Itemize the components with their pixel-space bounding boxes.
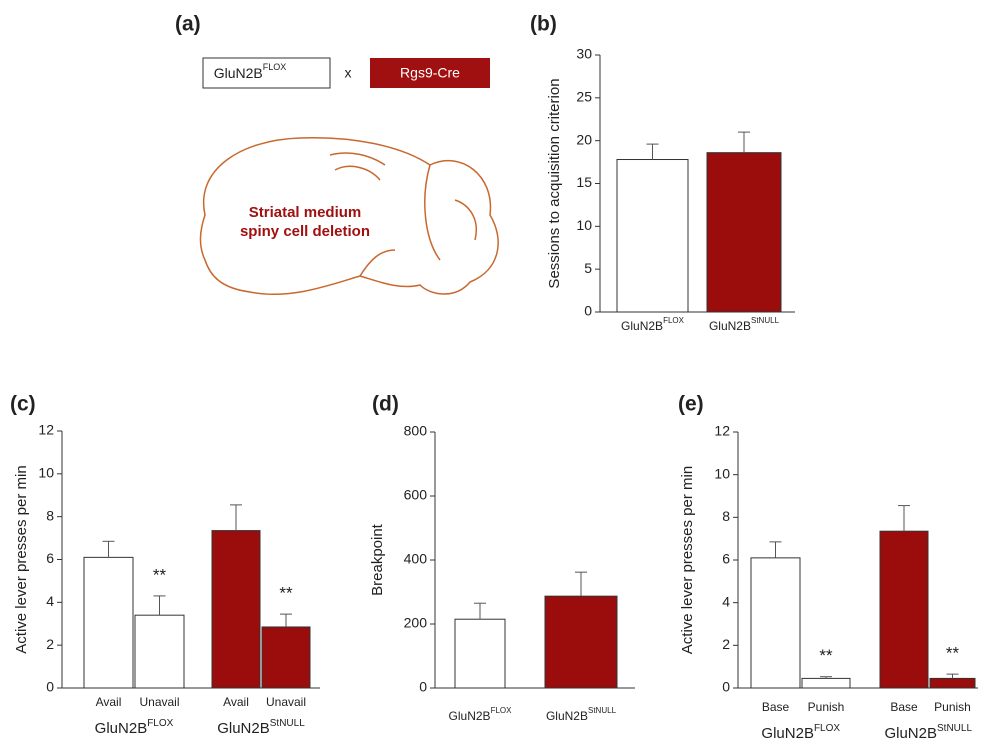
bar bbox=[545, 596, 617, 688]
x-tick-label: GluN2BStNULL bbox=[884, 723, 972, 742]
x-tick-label: GluN2B bbox=[621, 319, 663, 333]
box-text: GluN2B bbox=[214, 65, 263, 81]
y-tick-label: 30 bbox=[576, 46, 592, 62]
cross: x bbox=[345, 65, 352, 81]
x-tick-label: GluN2B bbox=[95, 720, 148, 737]
bar bbox=[84, 557, 133, 688]
superscript: StNULL bbox=[270, 718, 305, 729]
superscript: StNULL bbox=[751, 316, 780, 325]
y-tick-label: 4 bbox=[722, 593, 730, 609]
y-tick-label: 2 bbox=[46, 636, 54, 652]
figure: (a) GluN2BFLOX x Rgs9-Cre Striatal mediu… bbox=[0, 0, 985, 749]
bar bbox=[135, 615, 184, 688]
x-tick-label: Base bbox=[762, 700, 790, 714]
x-tick-label: Avail bbox=[96, 695, 122, 709]
y-tick-label: 0 bbox=[584, 303, 592, 319]
bar bbox=[930, 678, 975, 688]
bar bbox=[262, 627, 310, 688]
x-tick-label: GluN2B bbox=[217, 720, 270, 737]
x-tick-label: GluN2B bbox=[761, 725, 814, 742]
x-tick-label: Base bbox=[890, 700, 918, 714]
x-tick-label: GluN2BFLOX bbox=[95, 718, 174, 737]
annotation: ** bbox=[819, 646, 833, 665]
panel-label: (a) bbox=[175, 13, 201, 36]
y-tick-label: 12 bbox=[714, 423, 730, 439]
x-tick-label: GluN2B bbox=[884, 725, 937, 742]
page: {"diagram": {"panel": "(a)", "box1": {"t… bbox=[0, 0, 985, 749]
x-tick-label: GluN2BStNULL bbox=[217, 718, 305, 737]
y-tick-label: 600 bbox=[404, 487, 428, 503]
superscript: StNULL bbox=[937, 723, 972, 734]
bar bbox=[751, 558, 800, 688]
x-tick-label: Punish bbox=[934, 700, 971, 714]
y-tick-label: 20 bbox=[576, 131, 592, 147]
bar bbox=[880, 531, 928, 688]
y-tick-label: 4 bbox=[46, 593, 54, 609]
superscript: FLOX bbox=[147, 718, 173, 729]
y-tick-label: 400 bbox=[404, 551, 428, 567]
y-tick-label: 25 bbox=[576, 89, 592, 105]
superscript: FLOX bbox=[814, 723, 840, 734]
y-axis-label: Active lever presses per min bbox=[679, 466, 696, 654]
annotation: ** bbox=[153, 565, 167, 584]
panel-label: (e) bbox=[678, 393, 704, 416]
y-tick-label: 0 bbox=[722, 679, 730, 695]
superscript: FLOX bbox=[263, 62, 287, 72]
y-axis-label: Active lever presses per min bbox=[13, 465, 30, 653]
y-tick-label: 10 bbox=[38, 465, 54, 481]
bar bbox=[455, 619, 505, 688]
x-tick-label: Avail bbox=[223, 695, 249, 709]
bar bbox=[707, 153, 781, 312]
x-tick-label: Punish bbox=[808, 700, 845, 714]
caption: spiny cell deletion bbox=[240, 223, 370, 240]
superscript: FLOX bbox=[491, 706, 513, 715]
superscript: FLOX bbox=[663, 316, 685, 325]
x-tick-label: GluN2B bbox=[709, 319, 751, 333]
y-tick-label: 0 bbox=[46, 679, 54, 695]
bar bbox=[617, 160, 688, 312]
y-tick-label: 6 bbox=[722, 551, 730, 567]
x-tick-label: GluN2BFLOX bbox=[621, 316, 685, 333]
y-tick-label: 200 bbox=[404, 615, 428, 631]
y-tick-label: 10 bbox=[714, 465, 730, 481]
y-tick-label: 10 bbox=[576, 217, 592, 233]
y-tick-label: 15 bbox=[576, 174, 592, 190]
y-tick-label: 0 bbox=[419, 679, 427, 695]
y-tick-label: 6 bbox=[46, 550, 54, 566]
bar bbox=[802, 678, 850, 688]
y-axis-label: Breakpoint bbox=[369, 523, 386, 596]
x-tick-label: Unavail bbox=[266, 695, 306, 709]
y-axis-label: Sessions to acquisition criterion bbox=[546, 78, 563, 288]
annotation: ** bbox=[279, 584, 293, 603]
x-tick-label: GluN2BStNULL bbox=[709, 316, 780, 333]
y-tick-label: 2 bbox=[722, 636, 730, 652]
panel-a: (a) GluN2BFLOX x Rgs9-Cre Striatal mediu… bbox=[175, 13, 498, 295]
caption: Striatal medium bbox=[249, 204, 362, 221]
y-tick-label: 12 bbox=[38, 422, 54, 438]
box-text: Rgs9-Cre bbox=[400, 65, 460, 81]
superscript: StNULL bbox=[588, 706, 617, 715]
y-tick-label: 8 bbox=[46, 507, 54, 523]
annotation: ** bbox=[946, 644, 960, 663]
x-tick-label: GluN2B bbox=[449, 709, 491, 723]
y-tick-label: 800 bbox=[404, 423, 428, 439]
x-tick-label: GluN2BStNULL bbox=[546, 706, 617, 723]
panel-label: (b) bbox=[530, 13, 557, 36]
x-tick-label: GluN2BFLOX bbox=[449, 706, 513, 723]
panel-label: (d) bbox=[372, 393, 399, 416]
x-tick-label: Unavail bbox=[139, 695, 179, 709]
x-tick-label: GluN2BFLOX bbox=[761, 723, 840, 742]
bar bbox=[212, 531, 260, 688]
panel-label: (c) bbox=[10, 393, 36, 416]
y-tick-label: 5 bbox=[584, 260, 592, 276]
x-tick-label: GluN2B bbox=[546, 709, 588, 723]
y-tick-label: 8 bbox=[722, 508, 730, 524]
